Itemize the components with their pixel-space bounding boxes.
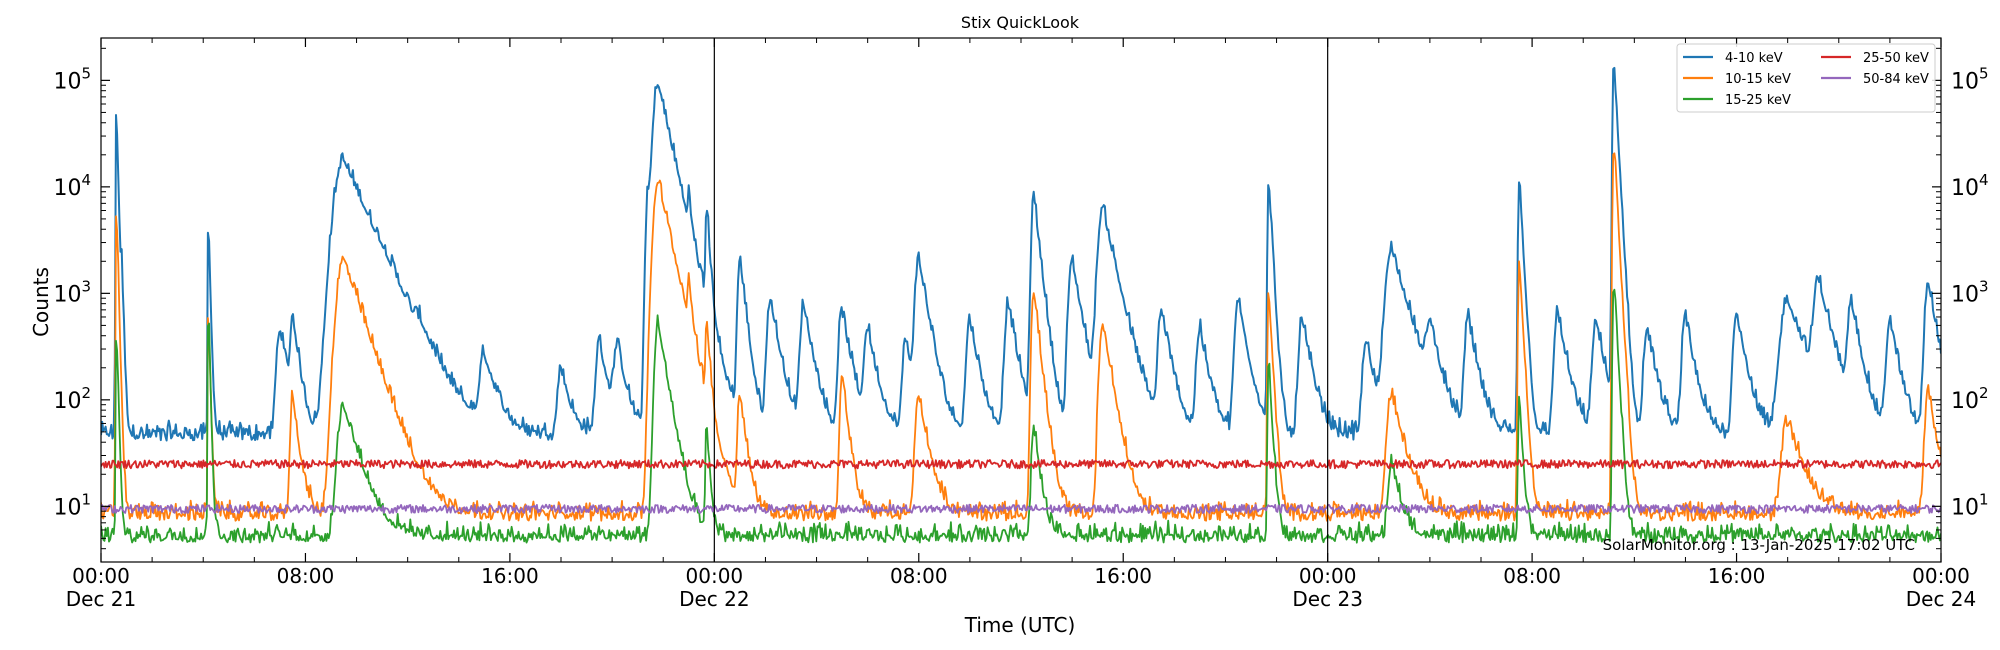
watermark-annotation: SolarMonitor.org : 13-Jan-2025 17:02 UTC xyxy=(1603,536,1915,554)
y-tick-label-left-1: 102 xyxy=(53,384,91,414)
y-tick-base: 10 xyxy=(53,176,81,201)
x-tick-label-7: 08:00 xyxy=(1503,564,1561,588)
y-tick-label-right-4: 105 xyxy=(1951,64,1989,94)
x-date-label-0: Dec 21 xyxy=(66,587,137,611)
legend-label-3: 25-50 keV xyxy=(1863,51,1929,66)
x-tick-label-1: 08:00 xyxy=(277,564,335,588)
legend-label-2: 15-25 keV xyxy=(1725,93,1791,108)
y-tick-exponent: 5 xyxy=(81,64,91,82)
y-tick-label-left-2: 103 xyxy=(53,277,91,307)
y-tick-base: 10 xyxy=(53,389,81,414)
x-tick-label-2: 16:00 xyxy=(481,564,539,588)
x-date-label-3: Dec 22 xyxy=(679,587,750,611)
y-tick-label-left-0: 101 xyxy=(53,490,91,520)
legend-label-4: 50-84 keV xyxy=(1863,72,1929,87)
series-line-1 xyxy=(101,152,1941,522)
x-tick-label-0: 00:00 xyxy=(72,564,130,588)
y-tick-exponent: 5 xyxy=(1979,64,1989,82)
y-tick-exponent: 1 xyxy=(1979,490,1989,508)
x-tick-label-4: 08:00 xyxy=(890,564,948,588)
y-tick-base: 10 xyxy=(1951,282,1979,307)
y-tick-base: 10 xyxy=(53,282,81,307)
y-tick-exponent: 2 xyxy=(81,384,91,402)
y-tick-base: 10 xyxy=(1951,69,1979,94)
y-tick-base: 10 xyxy=(1951,176,1979,201)
y-tick-base: 10 xyxy=(53,495,81,520)
x-tick-label-5: 16:00 xyxy=(1094,564,1152,588)
x-tick-label-3: 00:00 xyxy=(686,564,744,588)
legend-box xyxy=(1676,43,1936,113)
y-tick-label-right-2: 103 xyxy=(1951,277,1989,307)
legend: 4-10 keV 10-15 keV 15-25 keV 25-50 keV 50-84… xyxy=(1676,43,1936,113)
y-tick-base: 10 xyxy=(1951,495,1979,520)
x-date-label-9: Dec 24 xyxy=(1906,587,1977,611)
series-line-4 xyxy=(101,503,1941,514)
x-date-label-6: Dec 23 xyxy=(1292,587,1363,611)
x-axis-label: Time (UTC) xyxy=(964,613,1076,637)
plot-area xyxy=(101,66,1941,544)
y-tick-exponent: 1 xyxy=(81,490,91,508)
y-axis-label: Counts xyxy=(29,267,53,337)
y-tick-label-right-0: 101 xyxy=(1951,490,1989,520)
legend-label-1: 10-15 keV xyxy=(1725,72,1791,87)
y-tick-label-right-3: 104 xyxy=(1951,171,1989,201)
x-tick-label-9: 00:00 xyxy=(1912,564,1970,588)
y-tick-label-left-3: 104 xyxy=(53,171,91,201)
series-group xyxy=(101,66,1941,544)
series-line-2 xyxy=(101,288,1941,544)
series-line-3 xyxy=(101,459,1941,470)
y-tick-exponent: 3 xyxy=(81,277,91,295)
y-tick-label-left-4: 105 xyxy=(53,64,91,94)
y-tick-exponent: 3 xyxy=(1979,277,1989,295)
x-tick-label-6: 00:00 xyxy=(1299,564,1357,588)
series-line-0 xyxy=(101,66,1941,442)
y-tick-exponent: 2 xyxy=(1979,384,1989,402)
chart-title: Stix QuickLook xyxy=(961,13,1080,32)
legend-label-0: 4-10 keV xyxy=(1725,51,1783,66)
y-tick-base: 10 xyxy=(1951,389,1979,414)
y-tick-label-right-1: 102 xyxy=(1951,384,1989,414)
y-tick-exponent: 4 xyxy=(1979,171,1989,189)
x-tick-label-8: 16:00 xyxy=(1708,564,1766,588)
y-tick-base: 10 xyxy=(53,69,81,94)
y-tick-exponent: 4 xyxy=(81,171,91,189)
